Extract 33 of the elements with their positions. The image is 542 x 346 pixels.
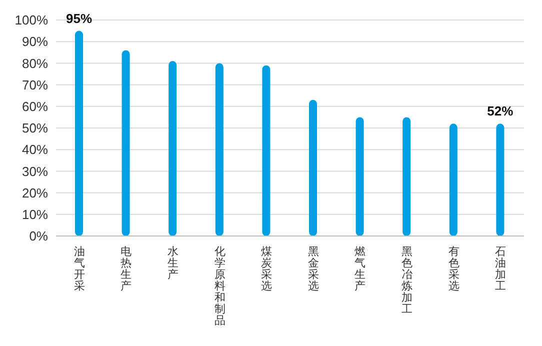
bar	[168, 61, 177, 236]
x-tick-label: 黑金采选	[308, 245, 319, 292]
y-tick-label: 70%	[22, 77, 48, 92]
bar	[75, 30, 83, 236]
bar	[122, 50, 130, 236]
y-tick-label: 50%	[22, 120, 48, 136]
bar	[356, 117, 364, 236]
data-label: 52%	[487, 104, 514, 119]
bar	[449, 124, 458, 236]
x-tick-label: 化学原料和制品	[214, 245, 226, 327]
x-tick-label: 黑色冶炼加工	[402, 245, 412, 316]
bar	[496, 124, 504, 236]
y-tick-label: 0%	[29, 228, 48, 244]
x-tick-label: 燃气生产	[354, 245, 366, 292]
x-tick-label: 电热生产	[120, 245, 132, 292]
bar	[262, 65, 270, 236]
bar	[402, 117, 411, 236]
bar	[215, 63, 224, 236]
bar	[309, 100, 317, 236]
x-tick-label: 有色采选	[448, 245, 460, 292]
x-tick-label: 水生产	[168, 245, 178, 281]
x-tick-label: 煤炭采选	[261, 245, 272, 292]
y-tick-label: 30%	[22, 164, 48, 179]
y-tick-label: 10%	[22, 207, 48, 222]
y-tick-label: 100%	[14, 12, 48, 28]
x-tick-label: 油气开采	[74, 245, 85, 292]
x-tick-label: 石油加工	[495, 245, 506, 292]
y-tick-label: 20%	[22, 185, 48, 200]
y-tick-label: 60%	[22, 99, 48, 114]
y-tick-label: 90%	[22, 34, 48, 50]
y-tick-label: 80%	[22, 56, 48, 71]
data-label: 95%	[66, 10, 92, 26]
y-tick-label: 40%	[22, 142, 48, 158]
